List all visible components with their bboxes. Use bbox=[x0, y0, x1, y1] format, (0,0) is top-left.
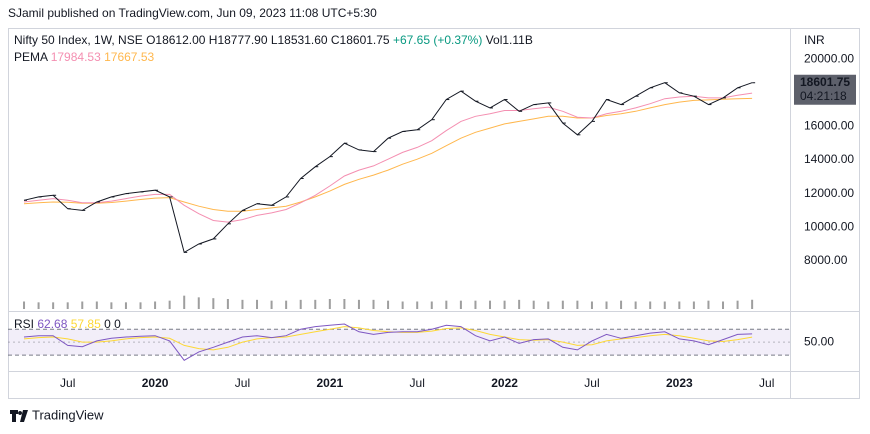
publisher: SJamil published on TradingView.com, Jun… bbox=[8, 6, 377, 20]
volume-bar bbox=[576, 300, 579, 309]
volume-bar bbox=[343, 299, 346, 309]
rsi-ma-line bbox=[23, 326, 753, 351]
last-price-box bbox=[794, 74, 856, 105]
volume-bar bbox=[489, 300, 492, 309]
volume-bar bbox=[692, 301, 695, 309]
volume-bar bbox=[751, 299, 754, 309]
x-tick-label: 2022 bbox=[491, 376, 518, 390]
indicator-value: 62.68 bbox=[37, 317, 67, 331]
y-tick-label: 12000.00 bbox=[804, 186, 854, 200]
x-tick-label: Jul bbox=[759, 376, 774, 390]
volume-bar bbox=[81, 301, 84, 309]
volume-bar bbox=[663, 301, 666, 309]
legend-item: +67.65 (+0.37%) bbox=[393, 33, 482, 47]
volume-bar bbox=[285, 300, 288, 309]
volume-bar bbox=[474, 300, 477, 309]
x-tick-label: 2020 bbox=[142, 376, 169, 390]
y-tick-label: 10000.00 bbox=[804, 219, 854, 233]
volume-bar bbox=[183, 295, 186, 309]
volume-bar bbox=[23, 301, 26, 309]
countdown: 04:21:18 bbox=[800, 89, 847, 103]
brand: TradingView bbox=[32, 407, 104, 422]
volume-bar bbox=[124, 302, 127, 309]
volume-bar bbox=[445, 300, 448, 309]
ema-line bbox=[23, 92, 753, 223]
volume-bar bbox=[37, 302, 40, 309]
volume-bar bbox=[387, 300, 390, 309]
x-tick-label: Jul bbox=[410, 376, 425, 390]
volume-bar bbox=[547, 301, 550, 309]
x-tick-label: Jul bbox=[235, 376, 250, 390]
legend-item: O18612.00 H18777.90 L18531.60 C18601.75 bbox=[146, 33, 390, 47]
ema-line bbox=[23, 97, 753, 212]
volume-bar bbox=[197, 297, 200, 309]
last-price: 18601.75 bbox=[800, 75, 850, 89]
y-tick-label: 14000.00 bbox=[804, 152, 854, 166]
volume-bar bbox=[241, 299, 244, 309]
y-tick-label: 20000.00 bbox=[804, 51, 854, 65]
logo bbox=[10, 410, 28, 422]
volume-bar bbox=[561, 300, 564, 309]
indicator-value: 0 bbox=[114, 317, 121, 331]
volume-bar bbox=[66, 302, 69, 309]
volume-bar bbox=[314, 299, 317, 309]
volume-bar bbox=[707, 300, 710, 309]
volume-bar bbox=[416, 301, 419, 309]
volume-bar bbox=[620, 300, 623, 309]
rsi-line bbox=[23, 323, 753, 361]
y-tick-label: 16000.00 bbox=[804, 119, 854, 133]
x-tick-label: Jul bbox=[584, 376, 599, 390]
volume-bar bbox=[532, 300, 535, 309]
volume-bar bbox=[372, 299, 375, 309]
legend-item: Nifty 50 Index, 1W, NSE bbox=[14, 33, 143, 47]
indicator-name: RSI bbox=[14, 317, 34, 331]
volume-bar bbox=[605, 301, 608, 309]
legend: PEMA 17984.53 17667.53 bbox=[14, 50, 154, 64]
y-tick-label: 50.00 bbox=[804, 334, 834, 348]
volume-bar bbox=[678, 301, 681, 309]
volume-bar bbox=[518, 299, 521, 309]
legend-item: Vol1.11B bbox=[486, 33, 533, 47]
price-line bbox=[23, 82, 753, 254]
volume-bar bbox=[212, 298, 215, 309]
volume-bar bbox=[722, 301, 725, 309]
volume-bar bbox=[590, 301, 593, 309]
legend: RSI 62.68 57.85 0 0 bbox=[14, 317, 121, 331]
volume-bar bbox=[226, 299, 229, 309]
volume-bar bbox=[503, 300, 506, 309]
volume-bar bbox=[649, 301, 652, 309]
volume-bar bbox=[459, 300, 462, 309]
indicator-value: 17667.53 bbox=[104, 50, 154, 64]
volume-bar bbox=[168, 300, 171, 309]
volume-bar bbox=[634, 301, 637, 309]
volume-bar bbox=[299, 299, 302, 309]
frame bbox=[8, 28, 860, 399]
y-tick-label: 8000.00 bbox=[804, 253, 848, 267]
indicator-value: 17984.53 bbox=[51, 50, 101, 64]
volume-bar bbox=[357, 299, 360, 309]
volume-bar bbox=[401, 301, 404, 309]
volume-bar bbox=[154, 301, 157, 309]
x-tick-label: 2021 bbox=[316, 376, 343, 390]
currency: INR bbox=[804, 33, 825, 47]
volume-bar bbox=[139, 302, 142, 309]
volume-bar bbox=[95, 301, 98, 309]
volume-bar bbox=[256, 299, 259, 309]
volume-bar bbox=[430, 301, 433, 309]
indicator-value: 0 bbox=[104, 317, 111, 331]
legend: Nifty 50 Index, 1W, NSE O18612.00 H18777… bbox=[14, 33, 533, 47]
volume-bar bbox=[328, 299, 331, 309]
x-tick-label: Jul bbox=[60, 376, 75, 390]
indicator-value: 57.85 bbox=[71, 317, 101, 331]
indicator-name: PEMA bbox=[14, 50, 48, 64]
volume-bar bbox=[270, 300, 273, 309]
volume-bar bbox=[52, 302, 55, 309]
volume-bar bbox=[110, 302, 113, 309]
x-tick-label: 2023 bbox=[666, 376, 693, 390]
volume-bar bbox=[736, 300, 739, 309]
